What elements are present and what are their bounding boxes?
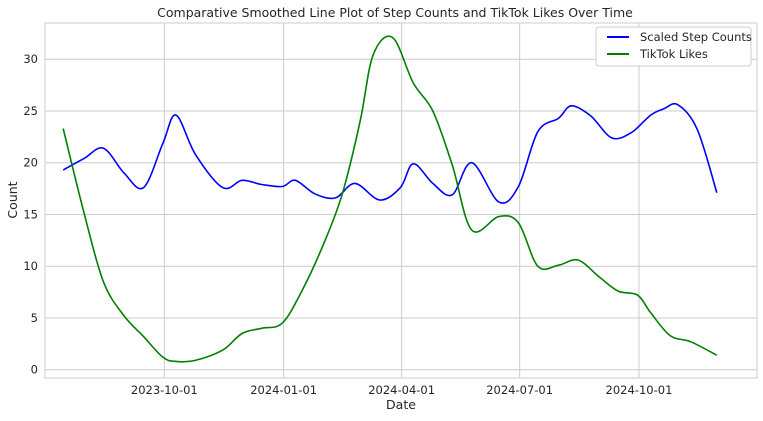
y-tick-label: 0	[31, 363, 38, 377]
legend-label-tiktok-likes: TikTok Likes	[639, 47, 708, 61]
series-line-tiktok-likes	[62, 35, 718, 363]
x-tick-label: 2024-07-01	[486, 383, 553, 397]
y-axis-label: Count	[5, 181, 20, 218]
tick-labels: 2023-10-01 2024-01-01 2024-04-01 2024-07-01…	[23, 52, 672, 397]
y-tick-label: 25	[23, 104, 38, 118]
y-tick-label: 30	[23, 52, 38, 66]
x-axis-label: Date	[386, 397, 416, 412]
x-tick-label: 2023-10-01	[131, 383, 198, 397]
x-tick-label: 2024-10-01	[606, 383, 673, 397]
y-tick-label: 10	[23, 259, 38, 273]
y-tick-label: 20	[23, 156, 38, 170]
x-tick-label: 2024-04-01	[368, 383, 435, 397]
y-tick-label: 15	[23, 207, 38, 221]
series-lines	[62, 35, 718, 363]
plot-frame	[44, 22, 758, 379]
series-line-scaled-step-counts	[62, 102, 718, 204]
legend: Scaled Step Counts TikTok Likes	[595, 26, 752, 67]
x-tick-label: 2024-01-01	[250, 383, 317, 397]
grid	[45, 23, 757, 378]
legend-box	[595, 26, 752, 67]
legend-label-scaled-step-counts: Scaled Step Counts	[640, 30, 752, 44]
chart-title: Comparative Smoothed Line Plot of Step C…	[157, 5, 633, 20]
y-tick-label: 5	[31, 311, 38, 325]
